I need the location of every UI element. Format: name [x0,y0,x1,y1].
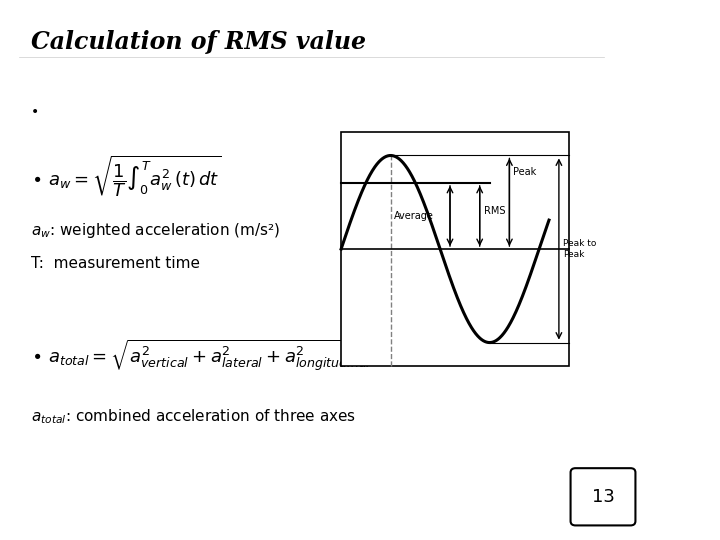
Text: Calculation of RMS value: Calculation of RMS value [31,30,366,53]
Text: $\bullet\ a_w = \sqrt{\dfrac{1}{T}\int_0^T a_w^2\,(t)\,dt}$: $\bullet\ a_w = \sqrt{\dfrac{1}{T}\int_0… [31,154,221,199]
Text: Average: Average [395,211,434,221]
Bar [341,132,569,366]
Text: RMS: RMS [484,206,505,217]
Text: 13: 13 [592,488,614,506]
Text: Peak: Peak [513,167,536,177]
FancyBboxPatch shape [570,468,636,525]
Text: T:  measurement time: T: measurement time [31,256,200,272]
Text: Peak to
Peak: Peak to Peak [563,239,596,259]
Text: $\bullet\ a_{total} = \sqrt{a^2_{vertical} + a^2_{lateral} + a^2_{longitudinal}}: $\bullet\ a_{total} = \sqrt{a^2_{vertica… [31,338,374,373]
Text: •: • [31,105,40,119]
Text: $a_{total}$: combined acceleration of three axes: $a_{total}$: combined acceleration of th… [31,408,356,427]
Text: $a_w$: weighted acceleration (m/s²): $a_w$: weighted acceleration (m/s²) [31,221,280,240]
